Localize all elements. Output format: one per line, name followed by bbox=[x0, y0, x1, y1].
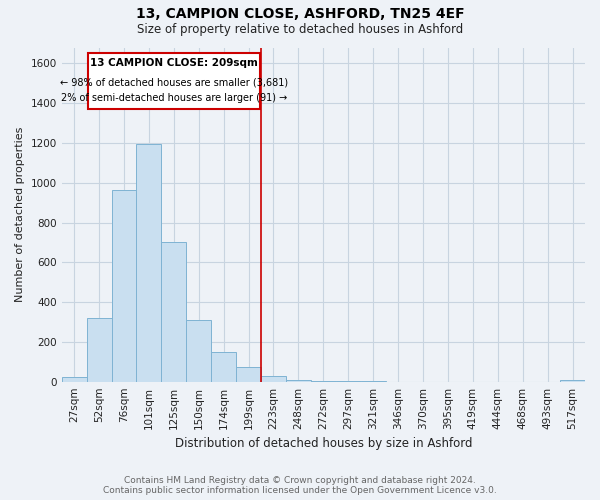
Bar bbox=[311, 380, 336, 382]
Text: 13, CAMPION CLOSE, ASHFORD, TN25 4EF: 13, CAMPION CLOSE, ASHFORD, TN25 4EF bbox=[136, 8, 464, 22]
Bar bbox=[186, 320, 211, 382]
Y-axis label: Number of detached properties: Number of detached properties bbox=[15, 127, 25, 302]
Text: 13 CAMPION CLOSE: 209sqm: 13 CAMPION CLOSE: 209sqm bbox=[90, 58, 258, 68]
Bar bbox=[211, 352, 236, 382]
Bar bbox=[286, 380, 311, 382]
X-axis label: Distribution of detached houses by size in Ashford: Distribution of detached houses by size … bbox=[175, 437, 472, 450]
Bar bbox=[112, 190, 136, 382]
Bar bbox=[86, 318, 112, 382]
Text: ← 98% of detached houses are smaller (3,681): ← 98% of detached houses are smaller (3,… bbox=[60, 78, 288, 88]
Bar bbox=[261, 376, 286, 382]
FancyBboxPatch shape bbox=[88, 54, 260, 109]
Text: 2% of semi-detached houses are larger (91) →: 2% of semi-detached houses are larger (9… bbox=[61, 93, 287, 103]
Text: Contains HM Land Registry data © Crown copyright and database right 2024.
Contai: Contains HM Land Registry data © Crown c… bbox=[103, 476, 497, 495]
Bar bbox=[136, 144, 161, 382]
Bar bbox=[560, 380, 585, 382]
Bar bbox=[62, 376, 86, 382]
Text: Size of property relative to detached houses in Ashford: Size of property relative to detached ho… bbox=[137, 22, 463, 36]
Bar bbox=[161, 242, 186, 382]
Bar bbox=[236, 367, 261, 382]
